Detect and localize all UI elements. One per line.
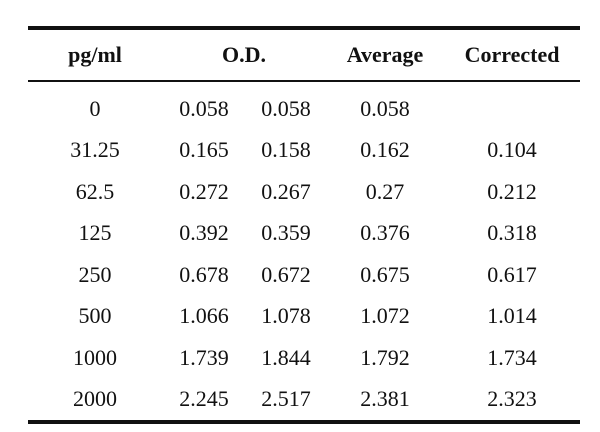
cell-average: 0.27 xyxy=(365,178,405,204)
cell-od-1: 0.678 xyxy=(179,261,229,287)
cell-concentration: 0 xyxy=(89,95,101,121)
table-bottom-rule xyxy=(28,420,580,424)
cell-od-1: 1.066 xyxy=(179,303,229,329)
table-header: pg/ml O.D. Average Corrected xyxy=(28,30,580,80)
cell-average: 0.058 xyxy=(360,95,410,121)
cell-od-2: 1.078 xyxy=(261,303,311,329)
od-table-body: 0 0.058 0.058 0.058 31.25 0.165 0.158 0.162 0.10… xyxy=(28,82,580,420)
od-standard-curve-table: pg/ml O.D. Average Corrected xyxy=(28,30,580,80)
table-row: 1000 1.739 1.844 1.792 1.734 xyxy=(28,337,580,379)
cell-corrected: 0.318 xyxy=(487,220,537,246)
header-od: O.D. xyxy=(222,42,266,67)
cell-od-2: 0.672 xyxy=(261,261,311,287)
cell-od-1: 0.165 xyxy=(179,137,229,163)
cell-concentration: 2000 xyxy=(73,386,117,412)
cell-corrected: 0.104 xyxy=(487,137,537,163)
cell-od-1: 1.739 xyxy=(179,344,229,370)
cell-od-1: 0.272 xyxy=(179,178,229,204)
table-row: 250 0.678 0.672 0.675 0.617 xyxy=(28,254,580,296)
table-row: 2000 2.245 2.517 2.381 2.323 xyxy=(28,379,580,421)
cell-corrected: 0.617 xyxy=(487,261,537,287)
cell-concentration: 125 xyxy=(78,220,112,246)
table-row: 0 0.058 0.058 0.058 xyxy=(28,82,580,130)
table-top-rule xyxy=(28,26,580,30)
table-row: 125 0.392 0.359 0.376 0.318 xyxy=(28,213,580,255)
cell-concentration: 500 xyxy=(78,303,112,329)
header-row: pg/ml O.D. Average Corrected xyxy=(28,30,580,80)
cell-od-2: 0.267 xyxy=(261,178,311,204)
cell-concentration: 31.25 xyxy=(70,137,120,163)
cell-average: 0.162 xyxy=(360,137,410,163)
cell-od-2: 2.517 xyxy=(261,386,311,412)
cell-concentration: 62.5 xyxy=(75,178,115,204)
data-table-container: pg/ml O.D. Average Corrected 0 0.058 0.058… xyxy=(28,26,580,424)
cell-od-1: 0.392 xyxy=(179,220,229,246)
cell-corrected: 2.323 xyxy=(487,386,537,412)
table-body: 0 0.058 0.058 0.058 31.25 0.165 0.158 0.162 0.10… xyxy=(28,82,580,420)
cell-corrected: 1.734 xyxy=(487,344,537,370)
cell-od-2: 1.844 xyxy=(261,344,311,370)
cell-od-2: 0.058 xyxy=(261,95,311,121)
table-row: 62.5 0.272 0.267 0.27 0.212 xyxy=(28,171,580,213)
header-corrected: Corrected xyxy=(464,42,560,67)
cell-concentration: 1000 xyxy=(73,344,117,370)
cell-od-2: 0.158 xyxy=(261,137,311,163)
cell-average: 0.675 xyxy=(360,261,410,287)
header-concentration: pg/ml xyxy=(68,42,122,67)
cell-corrected: 0.212 xyxy=(487,178,537,204)
table-row: 31.25 0.165 0.158 0.162 0.104 xyxy=(28,130,580,172)
header-average: Average xyxy=(346,42,424,67)
table-header-rule xyxy=(28,80,580,82)
cell-average: 2.381 xyxy=(360,386,410,412)
cell-average: 0.376 xyxy=(360,220,410,246)
cell-od-1: 2.245 xyxy=(179,386,229,412)
cell-od-2: 0.359 xyxy=(261,220,311,246)
cell-od-1: 0.058 xyxy=(179,95,229,121)
cell-average: 1.072 xyxy=(360,303,410,329)
cell-corrected xyxy=(444,82,580,130)
cell-average: 1.792 xyxy=(360,344,410,370)
cell-concentration: 250 xyxy=(78,261,112,287)
cell-corrected: 1.014 xyxy=(487,303,537,329)
table-row: 500 1.066 1.078 1.072 1.014 xyxy=(28,296,580,338)
